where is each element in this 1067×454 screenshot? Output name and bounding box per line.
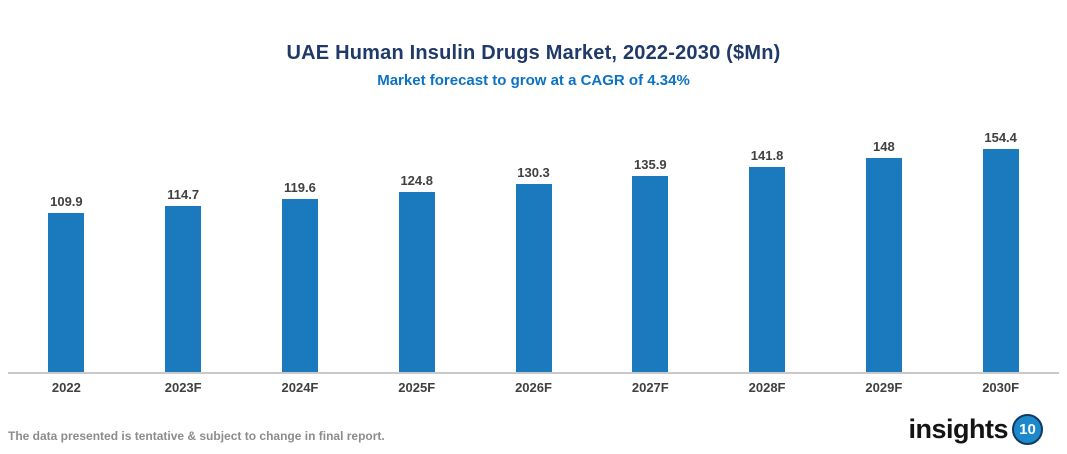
bar-value-label-2022: 109.9 [50,194,83,209]
bar-column-2030F: 154.4 [942,130,1059,372]
bar-column-2029F: 148 [825,139,942,372]
bar-2029F [865,158,902,372]
x-axis-label-2028F: 2028F [748,380,786,395]
x-axis-label-2030F: 2030F [982,380,1020,395]
bar-column-2028F: 141.8 [709,148,826,372]
bar-value-label-2024F: 119.6 [284,180,316,195]
insights10-logo: insights 10 [908,414,1043,445]
bar-2027F [632,176,669,372]
bar-value-label-2030F: 154.4 [984,130,1017,145]
bar-2022 [48,213,85,372]
bar-2023F [165,206,202,372]
bar-column-2024F: 119.6 [242,180,359,372]
bar-2024F [281,199,318,372]
bar-2026F [515,184,552,372]
chart-subtitle: Market forecast to grow at a CAGR of 4.3… [377,72,690,89]
x-axis: 2022 2023F 2024F 2025F 2026F 2027F 2028F 2029F 2… [8,372,1059,395]
x-axis-label-2024F: 2024F [281,380,319,395]
x-axis-label-2022: 2022 [51,380,81,395]
x-axis-label-2026F: 2026F [515,380,552,395]
x-axis-label-2027F: 2027F [631,380,669,395]
x-axis-label-2025F: 2025F [398,380,436,395]
bar-column-2027F: 135.9 [592,157,709,372]
x-axis-label-2023F: 2023F [164,380,202,395]
bar-value-label-2028F: 141.8 [750,148,784,163]
bar-value-label-2023F: 114.7 [167,187,200,202]
bar-2028F [749,167,786,372]
bar-2030F [982,149,1019,372]
bar-2025F [398,192,435,372]
bar-chart-plot-area: 109.9 114.7 119.6 124.8 130.3 135.9 141.8 148 15… [8,130,1059,372]
bar-value-label-2025F: 124.8 [400,173,433,188]
disclaimer-text: The data presented is tentative & subjec… [8,429,385,443]
bar-value-label-2026F: 130.3 [517,165,550,180]
bar-column-2022: 109.9 [8,194,125,372]
bar-column-2023F: 114.7 [125,187,242,372]
x-axis-label-2029F: 2029F [865,380,903,395]
chart-title: UAE Human Insulin Drugs Market, 2022-203… [286,42,781,64]
logo-wordmark: insights [908,414,1008,444]
logo-badge-circle: 10 [1012,414,1043,445]
bar-value-label-2029F: 148 [873,139,895,154]
bar-column-2025F: 124.8 [358,173,475,372]
bar-column-2026F: 130.3 [475,165,592,372]
bar-value-label-2027F: 135.9 [634,157,667,172]
